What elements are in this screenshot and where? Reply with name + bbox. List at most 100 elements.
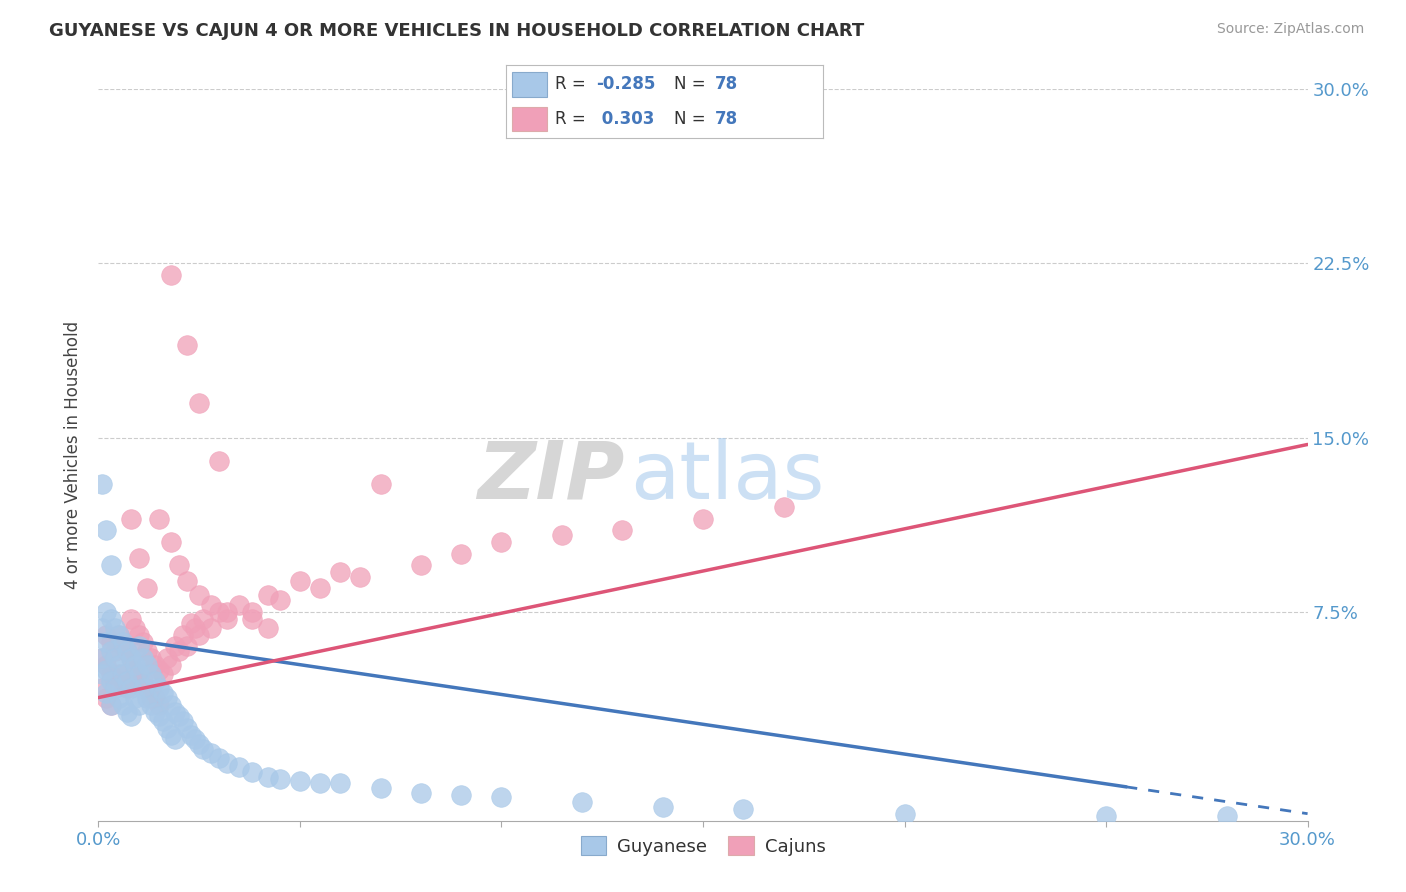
Point [152,714,174,728]
Point [111,667,134,681]
Point [91,477,114,491]
Point [91,621,114,635]
Text: 0.303: 0.303 [596,110,655,128]
Point [329,565,352,579]
Text: atlas: atlas [630,438,825,516]
Text: N =: N = [673,76,710,94]
Point [200,747,222,761]
Point [91,681,114,696]
Point [96,524,118,538]
Point [107,658,129,673]
Point [148,709,170,723]
Text: ZIP: ZIP [477,438,624,516]
Point [160,658,183,673]
Point [208,605,231,619]
Point [240,605,263,619]
Point [100,667,122,681]
Point [193,741,215,756]
Point [100,674,122,689]
Point [1095,809,1118,823]
Point [128,667,150,681]
Point [651,799,673,814]
Point [120,709,142,723]
Point [208,454,231,468]
Point [200,621,222,635]
Point [240,764,263,779]
Point [100,644,122,658]
Point [148,512,170,526]
Point [115,644,138,658]
Point [91,667,114,681]
Point [163,732,186,747]
Point [132,635,155,649]
Point [176,574,198,589]
Point [172,628,194,642]
Point [156,651,179,665]
Point [115,681,138,696]
Point [228,598,250,612]
Text: 78: 78 [716,76,738,94]
Point [107,628,129,642]
Point [148,663,170,677]
Point [139,698,162,712]
Point [100,635,122,649]
Text: Source: ZipAtlas.com: Source: ZipAtlas.com [1216,22,1364,37]
Point [132,681,155,696]
Point [612,524,634,538]
Point [124,663,146,677]
Point [91,651,114,665]
Point [96,605,118,619]
Point [100,558,122,573]
Point [163,705,186,719]
Point [184,621,207,635]
Text: -0.285: -0.285 [596,76,655,94]
Text: GUYANESE VS CAJUN 4 OR MORE VEHICLES IN HOUSEHOLD CORRELATION CHART: GUYANESE VS CAJUN 4 OR MORE VEHICLES IN … [49,22,865,40]
Point [571,795,593,809]
Text: N =: N = [673,110,710,128]
Point [120,651,142,665]
Point [124,690,146,705]
Point [115,674,138,689]
Point [111,640,134,654]
Legend: Guyanese, Cajuns: Guyanese, Cajuns [574,829,832,863]
Point [120,512,142,526]
Point [100,612,122,626]
Point [188,588,211,602]
Point [96,686,118,700]
Point [176,337,198,351]
Point [349,570,371,584]
Point [100,698,122,712]
Point [167,558,190,573]
Point [91,651,114,665]
Point [111,698,134,712]
Point [163,640,186,654]
Point [269,772,291,786]
Point [176,721,198,735]
Point [156,721,179,735]
Point [370,781,392,796]
Point [156,690,179,705]
Point [309,582,332,596]
Point [128,667,150,681]
Point [96,635,118,649]
Point [172,714,194,728]
Point [103,681,125,696]
Point [329,776,352,790]
Point [143,705,166,719]
Point [132,674,155,689]
Point [160,535,183,549]
Point [124,658,146,673]
Point [143,674,166,689]
Point [152,667,174,681]
Point [370,477,392,491]
Point [128,551,150,566]
Point [111,674,134,689]
Point [893,806,915,821]
Point [217,612,239,626]
Point [128,698,150,712]
Text: R =: R = [555,76,591,94]
Point [772,500,794,515]
Point [120,681,142,696]
Point [120,651,142,665]
Point [692,512,714,526]
